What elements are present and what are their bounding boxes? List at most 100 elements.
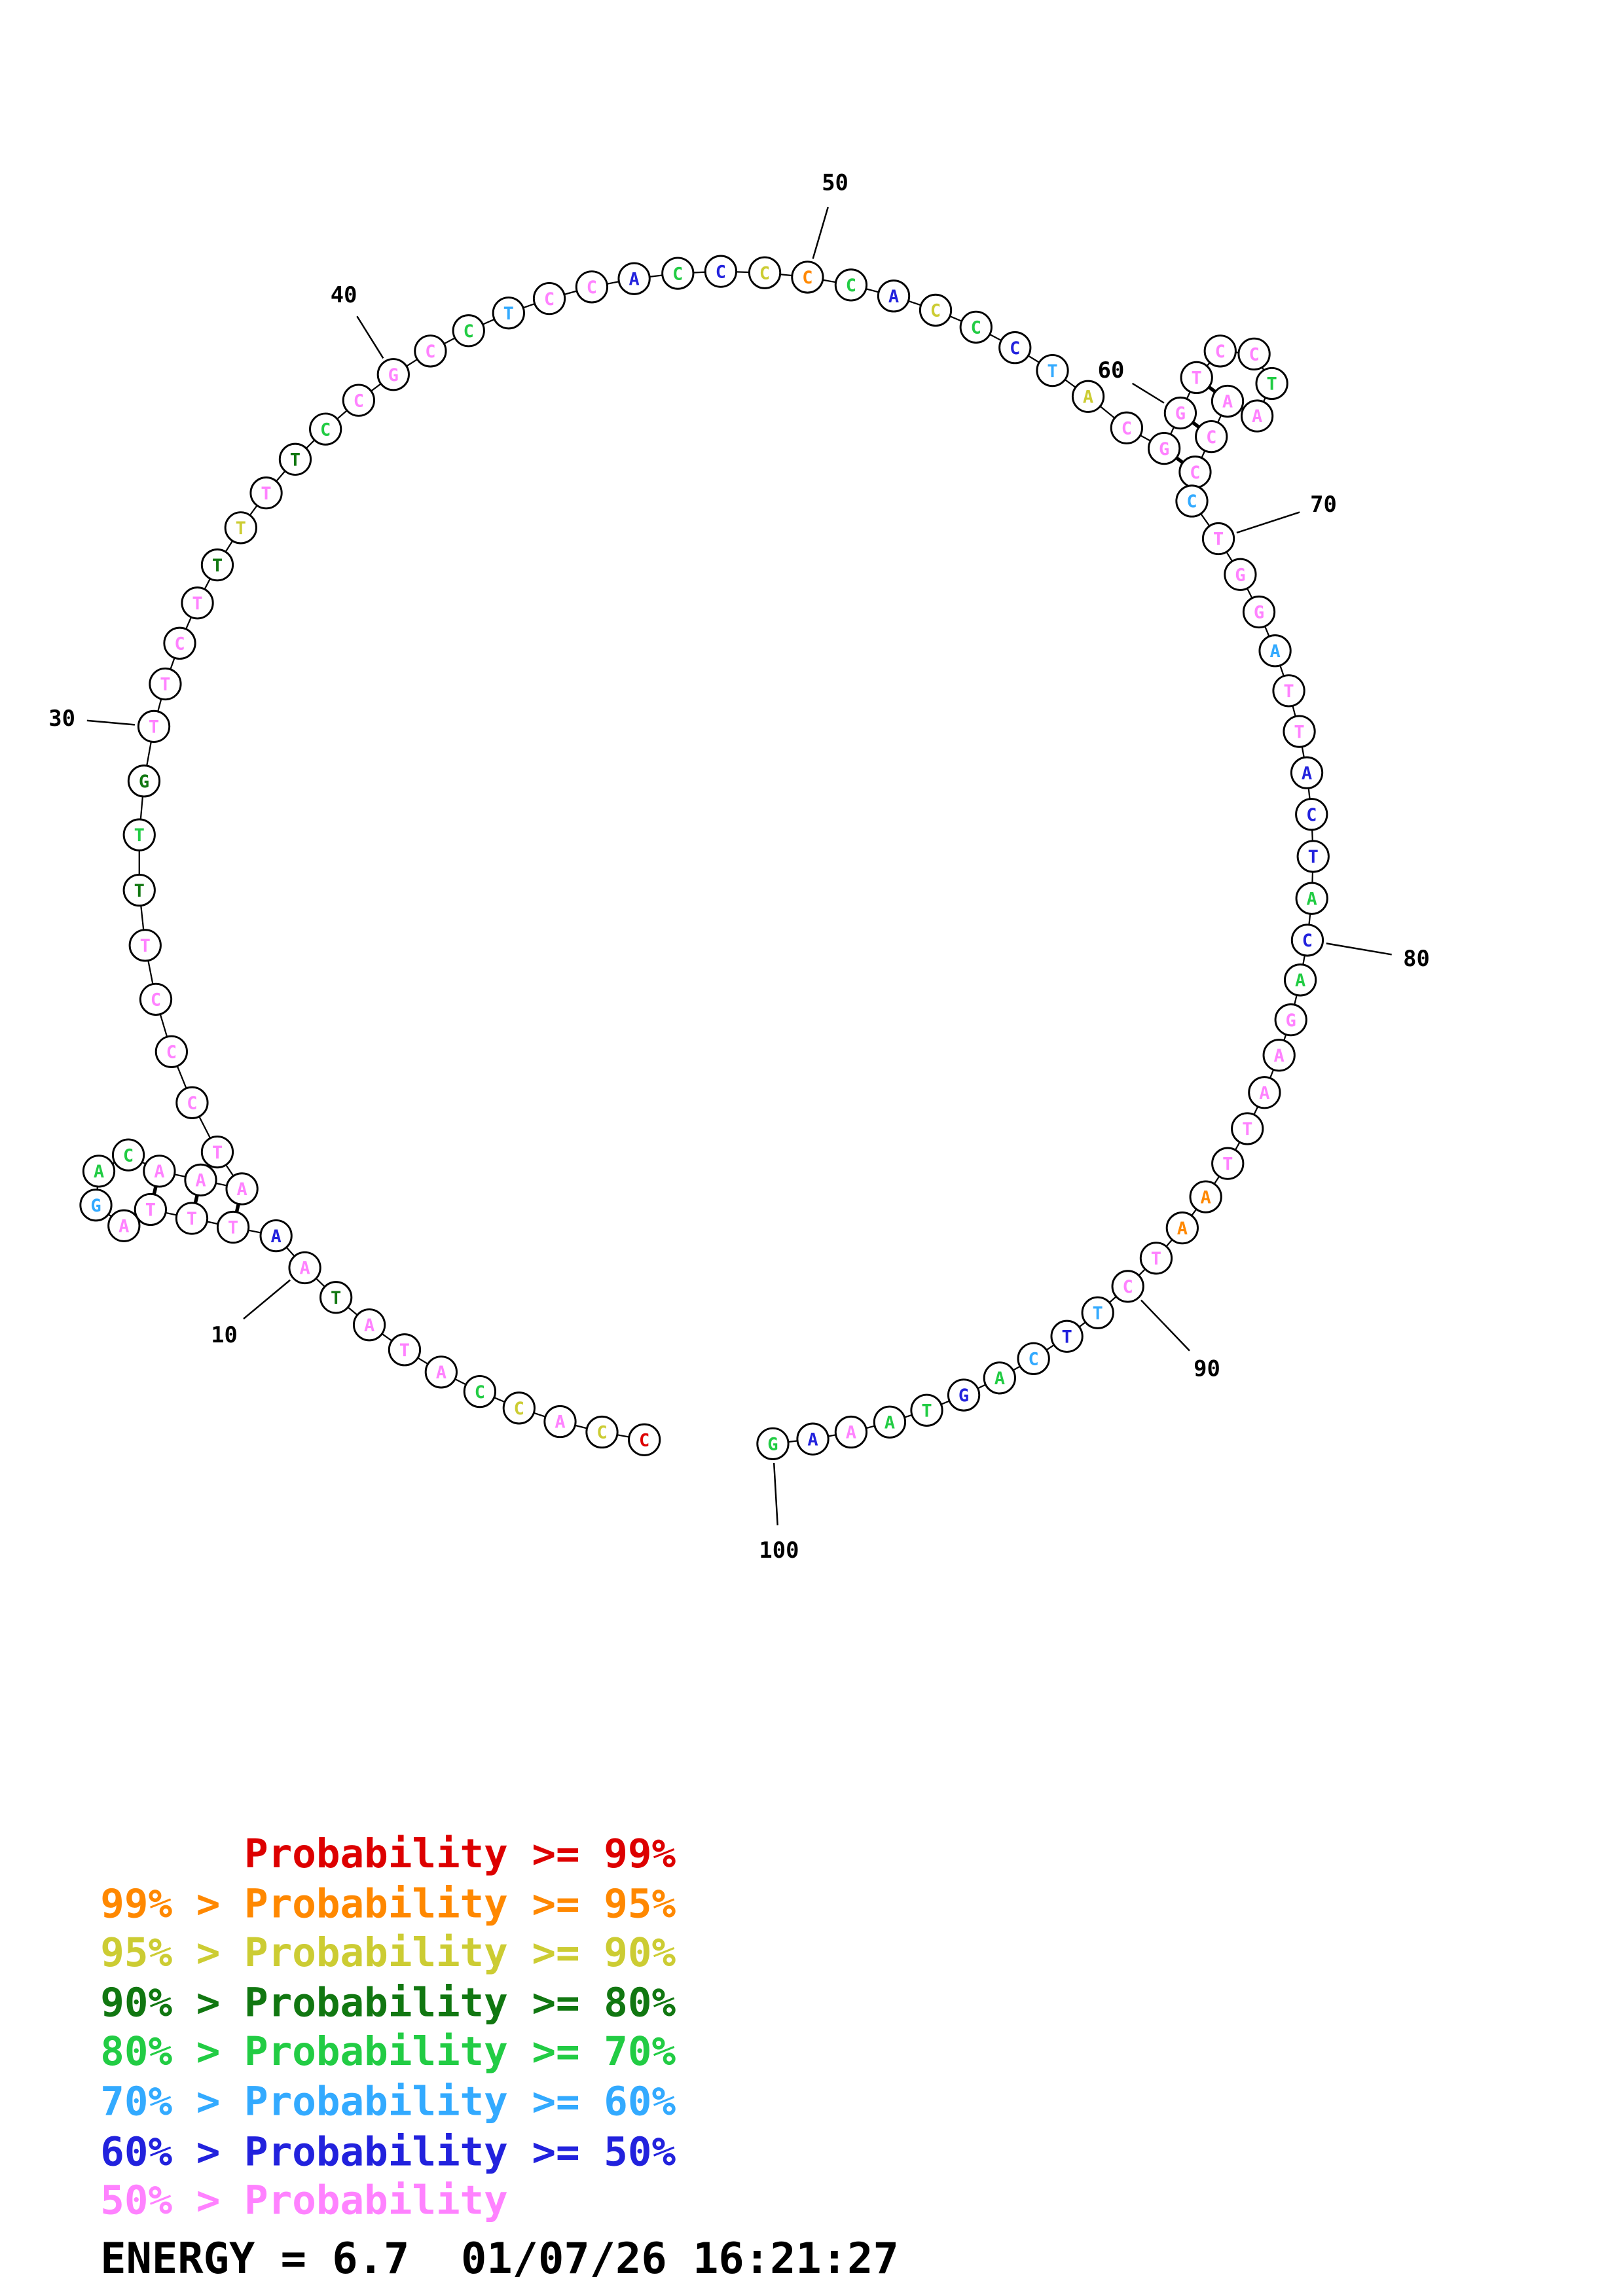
- tick-line-70: [1236, 511, 1300, 534]
- base-letter-61: T: [1192, 368, 1202, 389]
- base-letter-84: A: [1259, 1083, 1269, 1103]
- base-letter-86: T: [1222, 1154, 1233, 1174]
- base-48: [704, 255, 738, 288]
- base-letter-94: A: [994, 1369, 1005, 1389]
- base-58: [1110, 411, 1144, 444]
- base-12: [216, 1210, 250, 1244]
- base-49: [748, 256, 782, 289]
- base-19: [143, 1155, 176, 1188]
- base-letter-89: T: [1151, 1249, 1161, 1269]
- base-letter-83: A: [1274, 1046, 1285, 1066]
- base-letter-70: T: [1213, 529, 1224, 550]
- base-65: [1240, 399, 1274, 433]
- base-84: [1248, 1076, 1281, 1109]
- base-60: [1163, 396, 1197, 430]
- base-letter-62: C: [1215, 342, 1226, 362]
- base-99: [796, 1422, 830, 1456]
- base-letter-55: C: [1010, 338, 1020, 359]
- base-letter-57: A: [1083, 387, 1093, 407]
- base-letter-28: T: [134, 825, 145, 846]
- base-letter-8: A: [364, 1316, 374, 1336]
- base-59: [1147, 431, 1181, 465]
- base-letter-47: C: [672, 264, 683, 284]
- base-26: [128, 929, 162, 962]
- base-10: [288, 1251, 321, 1285]
- base-letter-22: T: [212, 1143, 223, 1163]
- base-79: [1295, 882, 1328, 915]
- base-letter-15: A: [119, 1216, 129, 1236]
- base-37: [278, 442, 312, 476]
- base-35: [224, 511, 257, 545]
- base-94: [983, 1361, 1016, 1395]
- base-letter-98: A: [846, 1423, 856, 1443]
- base-64: [1255, 367, 1288, 401]
- base-4: [502, 1391, 536, 1425]
- legend-line-5: 80% > Probability >= 70%: [100, 2029, 676, 2075]
- base-letter-23: C: [187, 1094, 197, 1114]
- base-61: [1180, 361, 1213, 395]
- base-letter-80: C: [1302, 931, 1313, 951]
- base-letter-78: T: [1308, 847, 1319, 867]
- tick-label-40: 40: [331, 282, 357, 308]
- tick-label-70: 70: [1310, 492, 1337, 517]
- base-letter-66: A: [1222, 392, 1233, 412]
- base-52: [877, 279, 911, 313]
- base-letter-46: A: [629, 269, 639, 289]
- base-90: [1111, 1270, 1144, 1303]
- base-letter-20: A: [195, 1171, 206, 1191]
- base-letter-5: C: [475, 1382, 485, 1403]
- base-letter-56: T: [1047, 361, 1057, 382]
- base-7: [388, 1333, 422, 1367]
- base-44: [532, 282, 566, 315]
- base-letter-34: T: [212, 556, 223, 576]
- base-letter-39: C: [354, 391, 364, 411]
- base-28: [122, 818, 156, 852]
- base-letter-69: C: [1186, 492, 1197, 512]
- base-93: [1017, 1342, 1050, 1375]
- base-92: [1050, 1319, 1084, 1353]
- legend-line-2: 99% > Probability >= 95%: [100, 1882, 676, 1928]
- tick-label-100: 100: [759, 1537, 799, 1563]
- base-74: [1272, 674, 1305, 708]
- base-letter-2: C: [596, 1423, 607, 1443]
- base-letter-91: T: [1093, 1303, 1103, 1323]
- base-letter-51: C: [846, 276, 856, 296]
- base-75: [1283, 715, 1316, 748]
- base-39: [342, 384, 375, 417]
- base-23: [175, 1086, 209, 1119]
- base-letter-93: C: [1029, 1350, 1039, 1370]
- base-letter-16: G: [90, 1196, 101, 1216]
- base-letter-41: C: [425, 342, 435, 362]
- tick-line-40: [356, 315, 384, 359]
- tick-line-30: [86, 719, 135, 726]
- base-80: [1290, 924, 1324, 957]
- base-letter-33: T: [192, 594, 202, 614]
- base-letter-12: T: [228, 1218, 238, 1238]
- base-letter-75: T: [1294, 722, 1304, 742]
- base-36: [249, 476, 283, 510]
- energy-line: ENERGY = 6.7 01/07/26 16:21:27: [100, 2234, 899, 2284]
- base-15: [107, 1209, 141, 1242]
- base-41: [414, 334, 447, 368]
- base-letter-88: A: [1177, 1219, 1188, 1239]
- base-letter-73: A: [1269, 641, 1280, 662]
- base-34: [200, 548, 234, 582]
- base-letter-54: C: [971, 318, 981, 338]
- tick-label-80: 80: [1403, 946, 1430, 971]
- base-letter-27: T: [134, 881, 145, 901]
- base-82: [1274, 1003, 1307, 1037]
- base-letter-24: C: [166, 1043, 177, 1063]
- base-letter-52: A: [888, 287, 899, 307]
- base-29: [127, 764, 161, 798]
- base-letter-35: T: [236, 518, 246, 539]
- base-letter-30: T: [149, 717, 159, 738]
- tick-label-10: 10: [211, 1322, 238, 1348]
- base-78: [1296, 840, 1330, 873]
- base-letter-43: T: [503, 304, 514, 324]
- legend-line-1: Probability >= 99%: [100, 1831, 676, 1877]
- base-letter-6: A: [436, 1363, 447, 1383]
- base-69: [1175, 484, 1209, 518]
- legend-line-3: 95% > Probability >= 90%: [100, 1930, 676, 1976]
